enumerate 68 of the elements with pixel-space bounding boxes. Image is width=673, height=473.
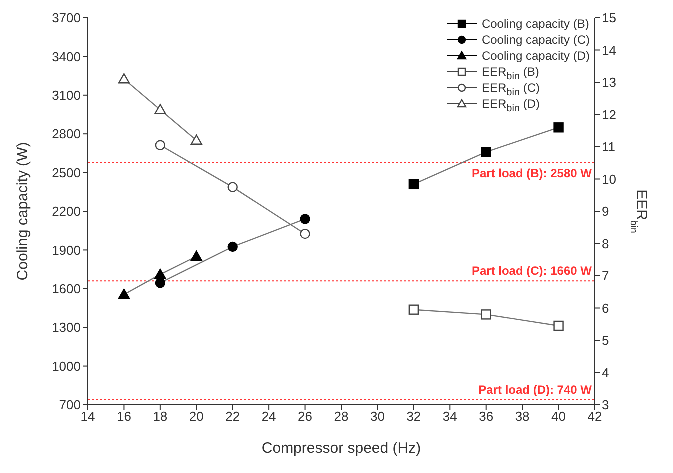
x-axis-title: Compressor speed (Hz): [262, 440, 422, 457]
y-tick-label: 1900: [52, 242, 81, 258]
point: [154, 268, 166, 280]
x-tick-label: 36: [479, 409, 494, 424]
y-tick-label: 3100: [52, 88, 81, 104]
point: [408, 304, 420, 315]
y-tick-label: 1000: [52, 358, 81, 374]
y-tick-label: 700: [59, 398, 81, 413]
y2-tick-label: 12: [602, 107, 616, 122]
y-tick-label: 2200: [52, 204, 81, 220]
y2-tick-label: 6: [602, 300, 610, 316]
legend-label: EER$_{bin}$ (B): [482, 64, 540, 82]
point: [554, 122, 564, 133]
x-tick-label: 18: [153, 409, 168, 424]
y2-tick-label: 3: [602, 398, 610, 413]
point: [408, 179, 420, 190]
x-tick-label: 24: [262, 409, 276, 424]
point: [190, 250, 202, 262]
point: [154, 104, 166, 114]
y2-tick-label: 7: [602, 268, 610, 284]
point: [190, 134, 202, 145]
x-tick-label: 38: [515, 409, 530, 424]
y-tick-label: 3700: [52, 10, 81, 26]
ref-line-label: Part load (C): 1660 W: [472, 264, 593, 278]
x-tick-label: 22: [226, 409, 240, 424]
legend-label: EER$_{bin}$ (C): [482, 80, 540, 98]
point: [228, 242, 238, 252]
legend-label: Cooling capacity (C): [482, 32, 590, 48]
legend-label: EER$_{bin}$ (D): [482, 96, 540, 114]
y2-tick-label: 10: [602, 172, 616, 187]
point: [228, 182, 238, 192]
y2-tick-label: 4: [602, 365, 610, 380]
y2-tick-label: 8: [602, 236, 610, 252]
y-tick-label: 2500: [52, 165, 81, 180]
y-tick-label: 1300: [52, 320, 81, 336]
y2-tick-label: 11: [602, 140, 616, 155]
point: [481, 310, 492, 320]
x-tick-label: 30: [370, 409, 385, 424]
x-tick-label: 14: [80, 409, 96, 424]
point: [118, 288, 130, 300]
x-tick-label: 32: [406, 409, 422, 424]
x-tick-label: 40: [552, 409, 566, 424]
x-tick-label: 26: [298, 409, 313, 424]
legend-label: Cooling capacity (D): [482, 48, 590, 64]
x-tick-label: 16: [116, 409, 132, 424]
y-axis-title: Cooling capacity (W): [14, 142, 32, 281]
ref-line-label: Part load (B): 2580 W: [472, 166, 593, 180]
point: [155, 140, 166, 150]
point: [118, 74, 130, 84]
x-tick-label: 28: [334, 409, 349, 424]
y-tick-label: 3400: [52, 49, 81, 64]
y-tick-label: 1600: [52, 282, 81, 297]
x-tick-label: 20: [189, 409, 204, 424]
ref-line-label: Part load (D): 740 W: [478, 382, 593, 397]
y2-tick-label: 13: [602, 75, 616, 90]
legend-label: Cooling capacity (B): [482, 16, 590, 32]
y-tick-label: 2800: [52, 126, 81, 142]
point: [155, 278, 166, 288]
point: [481, 147, 492, 158]
point: [554, 320, 564, 332]
y2-tick-label: 9: [602, 204, 610, 220]
y2-tick-label: 15: [602, 10, 616, 26]
point: [300, 228, 310, 240]
x-tick-label: 42: [588, 409, 602, 424]
y2-tick-label: 5: [602, 333, 610, 348]
x-tick-label: 34: [442, 409, 458, 424]
y2-tick-label: 14: [602, 42, 616, 58]
point: [300, 214, 310, 224]
